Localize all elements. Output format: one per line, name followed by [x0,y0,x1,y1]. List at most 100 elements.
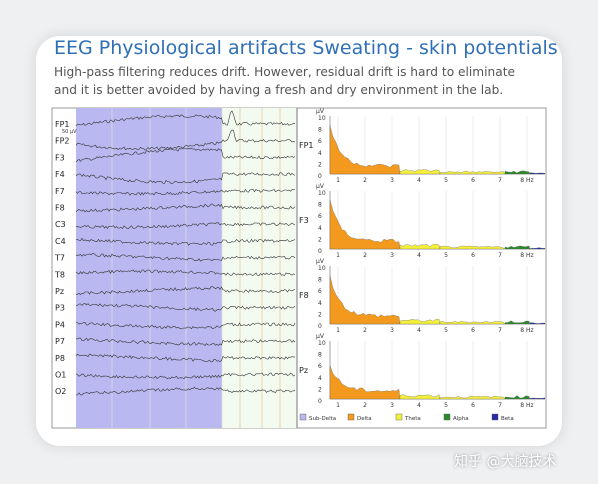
spectrum-area [399,318,441,325]
legend-label: Alpha [453,416,469,422]
y-tick-label: 4 [318,225,322,232]
x-tick-label: 6 [471,327,475,334]
legend-label: Sub-Delta [309,416,336,422]
x-tick-label: 7 [498,402,502,409]
eeg-trace [75,253,296,262]
eeg-trace [75,129,296,151]
spectrum-area [329,199,401,250]
spectrum-area [439,321,506,325]
spectrum-area [529,247,546,250]
eeg-trace [76,386,296,396]
segment [222,108,297,428]
channel-label: P3 [55,304,65,313]
x-tick-label: 8 Hz [520,327,533,334]
unit-label: µV [316,108,325,115]
x-tick-label: 6 [471,402,475,409]
y-tick-label: 10 [318,340,326,347]
legend-label: Beta [501,416,514,422]
x-tick-label: 5 [444,327,448,334]
spectrum-area [529,322,546,325]
x-tick-label: 2 [363,402,367,409]
spectrum-area [504,395,531,400]
x-tick-label: 4 [417,402,421,409]
spectrum-area [439,395,506,400]
x-tick-label: 4 [417,177,421,184]
y-tick-label: 8 [318,202,322,209]
x-tick-label: 7 [498,177,502,184]
y-tick-label: 10 [318,115,326,122]
x-tick-label: 6 [471,252,475,259]
x-tick-label: 4 [417,252,421,259]
eeg-trace [75,147,296,163]
x-tick-label: 7 [498,252,502,259]
unit-label: µV [316,183,325,190]
x-tick-label: 5 [444,177,448,184]
channel-label: O1 [55,371,66,380]
channel-label: F7 [55,187,65,196]
x-tick-label: 3 [390,327,394,334]
y-tick-label: 10 [318,265,326,272]
panel-label: FP1 [299,141,314,150]
legend-swatch [491,413,499,421]
y-tick-label: 2 [318,311,322,318]
channel-label: F4 [55,170,65,179]
y-tick-label: 10 [318,190,326,197]
spectrum-area [529,397,546,400]
x-tick-label: 7 [498,327,502,334]
channel-label: C4 [55,237,66,246]
spectrum-area [329,365,401,400]
eeg-trace [75,353,296,363]
spectrum-area [529,172,546,175]
unit-label: µV [316,333,325,340]
channel-label: Pz [55,287,64,296]
y-tick-label: 0 [318,248,322,255]
spectrum-area [504,245,531,250]
eeg-trace [75,372,296,380]
panel-label: Pz [299,366,308,375]
y-tick-label: 8 [318,127,322,134]
x-tick-label: 1 [336,327,340,334]
spectrum-area [329,275,401,325]
legend-swatch [395,413,403,421]
y-tick-label: 8 [318,277,322,284]
panel-label: F8 [299,291,309,300]
channel-label: P7 [55,337,65,346]
spectrum-area [329,125,401,175]
subtitle: High-pass filtering reduces drift. Howev… [54,65,516,79]
channel-label: FP1 [55,120,70,129]
x-tick-label: 2 [363,177,367,184]
y-tick-label: 6 [318,138,322,145]
x-tick-label: 8 Hz [520,252,533,259]
eeg-trace [75,303,296,312]
y-tick-label: 2 [318,161,322,168]
eeg-trace [75,222,296,230]
channel-label: P4 [55,320,65,329]
y-tick-label: 6 [318,213,322,220]
x-tick-label: 1 [336,177,340,184]
panel-label: F3 [299,216,309,225]
channel-label: T8 [54,270,65,279]
x-tick-label: 5 [444,402,448,409]
eeg-trace [75,110,296,127]
spectrum-area [399,243,441,250]
channel-label: F8 [55,204,65,213]
x-tick-label: 3 [390,252,394,259]
channel-label: F3 [55,153,65,162]
y-tick-label: 0 [318,323,322,330]
y-tick-label: 4 [318,150,322,157]
eeg-trace [75,237,296,246]
x-tick-label: 2 [363,327,367,334]
y-tick-label: 6 [318,363,322,370]
spectrum-area [504,170,531,175]
subtitle: and it is better avoided by having a fre… [54,83,504,97]
spectrum-area [504,320,531,325]
y-tick-label: 6 [318,288,322,295]
legend-swatch [347,413,355,421]
x-tick-label: 6 [471,177,475,184]
eeg-trace [75,172,296,184]
eeg-trace [75,337,296,347]
spectrum-area [439,170,506,175]
x-tick-label: 2 [363,252,367,259]
eeg-trace [76,286,296,295]
